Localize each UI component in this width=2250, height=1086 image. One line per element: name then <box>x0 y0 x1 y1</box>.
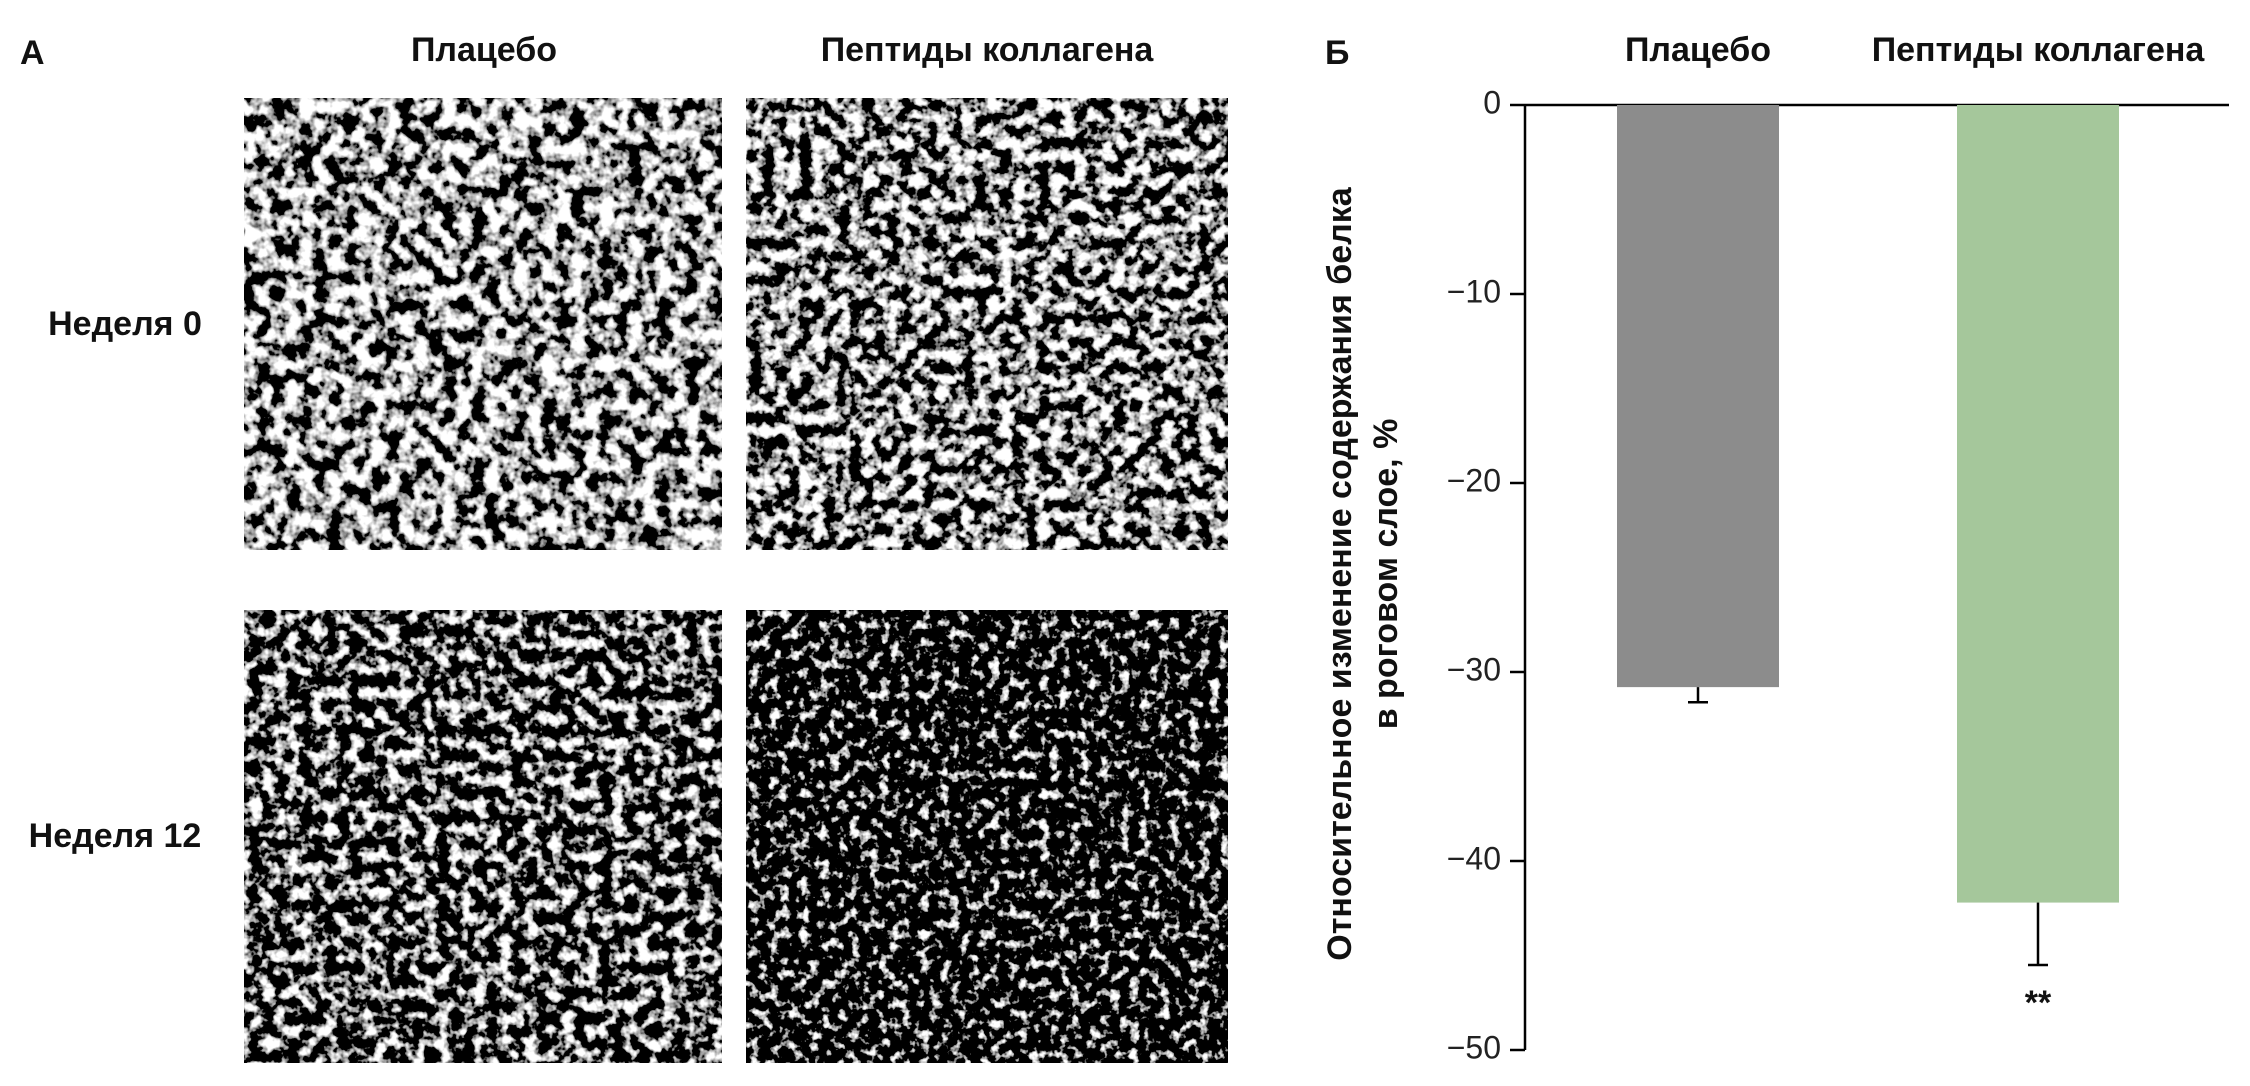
row-label: Неделя 0 <box>48 305 202 343</box>
y-tick-label: −30 <box>1447 651 1501 687</box>
micro-image <box>244 610 722 1063</box>
micro-image <box>746 98 1228 550</box>
y-tick-label: 0 <box>1483 84 1501 120</box>
y-axis-title-line: Относительное изменение содержания белка <box>1321 186 1359 960</box>
bar <box>1957 105 2119 903</box>
y-tick-label: −50 <box>1447 1029 1501 1065</box>
category-label: Плацебо <box>1625 31 1771 69</box>
y-tick-label: −20 <box>1447 462 1501 498</box>
panel-label: А <box>20 34 45 72</box>
panel-a: А Плацебо Пептиды коллагена Неделя 0 Нед… <box>20 31 1228 1063</box>
bar <box>1617 105 1779 688</box>
panel-label: Б <box>1325 34 1349 72</box>
y-tick-label: −40 <box>1447 840 1501 876</box>
category-label: Пептиды коллагена <box>1872 31 2206 69</box>
y-axis-title-line: в роговом слое, % <box>1367 419 1405 730</box>
column-header: Пептиды коллагена <box>821 31 1155 69</box>
micro-image <box>244 98 722 550</box>
column-header: Плацебо <box>411 31 557 69</box>
y-tick-label: −10 <box>1447 273 1501 309</box>
micro-image <box>746 610 1228 1063</box>
y-axis-title: Относительное изменение содержания белка… <box>1321 186 1405 960</box>
panel-b: Б Относительное изменение содержания бел… <box>1321 31 2229 1065</box>
row-label: Неделя 12 <box>29 817 202 855</box>
significance: ** <box>2025 984 2052 1022</box>
